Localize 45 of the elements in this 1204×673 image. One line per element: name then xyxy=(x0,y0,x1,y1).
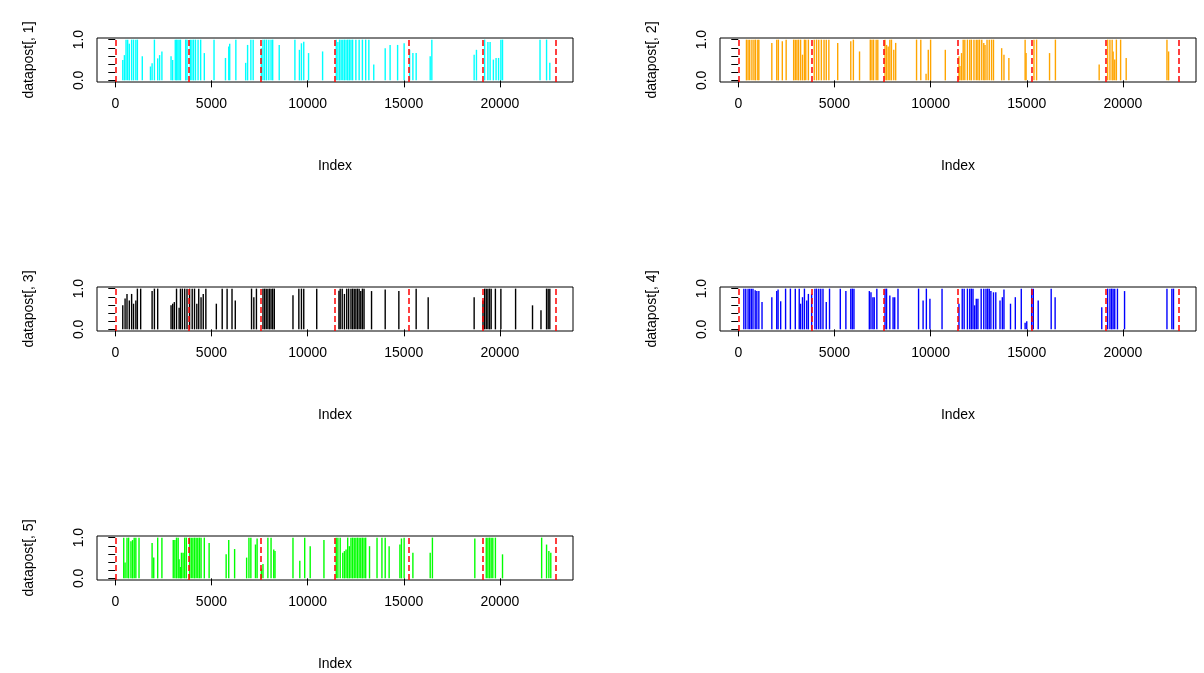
x-tick-label: 10000 xyxy=(911,95,951,111)
y-axis-title: datapost[, 3] xyxy=(20,270,36,348)
x-tick-label: 0 xyxy=(111,95,120,111)
x-tick-label: 10000 xyxy=(288,593,328,609)
x-axis-title: Index xyxy=(317,655,353,671)
x-tick-label: 0 xyxy=(111,344,120,360)
y-axis-title: datapost[, 1] xyxy=(20,21,36,99)
y-tick-label: 1.0 xyxy=(70,278,86,299)
x-tick-label: 20000 xyxy=(480,344,520,360)
y-tick-label: 1.0 xyxy=(70,527,86,548)
y-tick-label: 0.0 xyxy=(70,319,86,340)
x-tick-label: 0 xyxy=(111,593,120,609)
x-tick-label: 15000 xyxy=(384,593,424,609)
x-tick-label: 15000 xyxy=(384,344,424,360)
x-tick-label: 5000 xyxy=(818,95,851,111)
x-tick-label: 0 xyxy=(734,95,743,111)
x-tick-label: 20000 xyxy=(480,95,520,111)
x-tick-label: 5000 xyxy=(818,344,851,360)
x-tick-label: 5000 xyxy=(195,344,228,360)
x-tick-label: 10000 xyxy=(288,95,328,111)
y-tick-label: 0.0 xyxy=(70,70,86,91)
x-tick-label: 15000 xyxy=(384,95,424,111)
y-tick-label: 0.0 xyxy=(70,568,86,589)
y-tick-label: 1.0 xyxy=(693,29,709,50)
x-axis-title: Index xyxy=(940,157,976,173)
x-tick-label: 15000 xyxy=(1007,344,1047,360)
x-tick-label: 5000 xyxy=(195,593,228,609)
x-axis-title: Index xyxy=(317,406,353,422)
y-tick-label: 1.0 xyxy=(693,278,709,299)
x-tick-label: 10000 xyxy=(288,344,328,360)
x-tick-label: 15000 xyxy=(1007,95,1047,111)
x-tick-label: 20000 xyxy=(480,593,520,609)
x-tick-label: 5000 xyxy=(195,95,228,111)
y-axis-title: datapost[, 5] xyxy=(20,519,36,597)
y-tick-label: 0.0 xyxy=(693,319,709,340)
y-tick-label: 0.0 xyxy=(693,70,709,91)
x-axis-title: Index xyxy=(317,157,353,173)
x-tick-label: 0 xyxy=(734,344,743,360)
x-tick-label: 20000 xyxy=(1103,344,1143,360)
y-axis-title: datapost[, 4] xyxy=(643,270,659,348)
y-axis-title: datapost[, 2] xyxy=(643,21,659,99)
x-tick-label: 20000 xyxy=(1103,95,1143,111)
x-axis-title: Index xyxy=(940,406,976,422)
y-tick-label: 1.0 xyxy=(70,29,86,50)
x-tick-label: 10000 xyxy=(911,344,951,360)
